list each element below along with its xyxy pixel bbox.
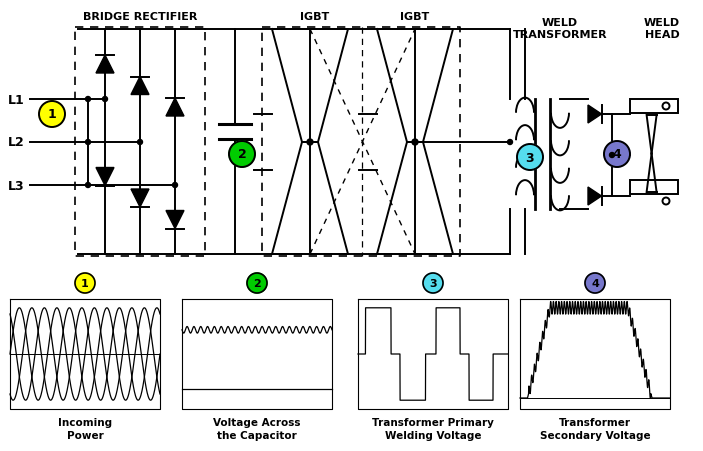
Circle shape: [413, 140, 418, 145]
Circle shape: [610, 153, 614, 158]
Circle shape: [172, 183, 177, 188]
Text: Voltage Across
the Capacitor: Voltage Across the Capacitor: [213, 417, 301, 440]
Polygon shape: [166, 99, 184, 117]
Circle shape: [39, 102, 65, 128]
Circle shape: [86, 140, 91, 145]
Circle shape: [508, 140, 512, 145]
Text: 1: 1: [81, 278, 89, 288]
Circle shape: [86, 183, 91, 188]
Text: L2: L2: [8, 136, 25, 149]
Circle shape: [229, 142, 255, 168]
Polygon shape: [166, 211, 184, 229]
Text: L3: L3: [8, 179, 25, 192]
Bar: [630, 100, 678, 114]
Circle shape: [247, 273, 267, 293]
Text: IGBT: IGBT: [401, 12, 430, 22]
Text: Transformer Primary
Welding Voltage: Transformer Primary Welding Voltage: [372, 417, 494, 440]
Text: IGBT: IGBT: [300, 12, 330, 22]
Text: 3: 3: [430, 278, 437, 288]
Polygon shape: [588, 106, 602, 124]
Circle shape: [517, 145, 543, 170]
Polygon shape: [96, 168, 114, 186]
Circle shape: [604, 142, 630, 168]
Circle shape: [75, 273, 95, 293]
Circle shape: [662, 103, 669, 110]
Circle shape: [138, 140, 143, 145]
Polygon shape: [131, 189, 149, 207]
Polygon shape: [588, 188, 602, 206]
Text: Incoming
Power: Incoming Power: [58, 417, 112, 440]
Text: L1: L1: [8, 93, 25, 106]
Text: WELD
TRANSFORMER: WELD TRANSFORMER: [512, 18, 607, 40]
Text: 3: 3: [526, 151, 534, 164]
Text: Transformer
Secondary Voltage: Transformer Secondary Voltage: [540, 417, 650, 440]
Circle shape: [412, 140, 418, 146]
Polygon shape: [96, 56, 114, 74]
Polygon shape: [131, 77, 149, 95]
Text: BRIDGE RECTIFIER: BRIDGE RECTIFIER: [83, 12, 197, 22]
Circle shape: [86, 97, 91, 102]
Circle shape: [103, 97, 108, 102]
Bar: [630, 180, 678, 194]
Text: 2: 2: [238, 148, 246, 161]
Text: 2: 2: [253, 278, 261, 288]
Circle shape: [307, 140, 313, 146]
Text: 4: 4: [591, 278, 599, 288]
Text: 1: 1: [48, 108, 56, 121]
Circle shape: [585, 273, 605, 293]
Circle shape: [662, 198, 669, 205]
Circle shape: [423, 273, 443, 293]
Text: WELD
HEAD: WELD HEAD: [644, 18, 680, 40]
Text: 4: 4: [612, 148, 621, 161]
